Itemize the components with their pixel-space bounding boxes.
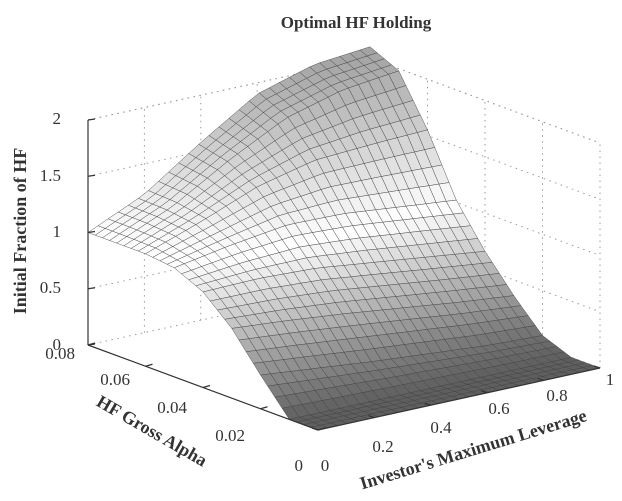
x-tick-label: 0.2 — [372, 437, 393, 456]
z-tick-mark — [87, 174, 96, 177]
x-tick-mark — [537, 377, 544, 381]
z-tick-label: 1 — [53, 222, 62, 241]
z-tick-mark — [87, 230, 96, 234]
x-tick-mark — [311, 427, 319, 431]
surface-mesh — [87, 46, 601, 431]
z-tick-label: 1.5 — [40, 166, 61, 185]
y-tick-label: 0.04 — [157, 398, 187, 417]
z-tick-labels: 0 0.5 1 1.5 2 — [40, 109, 61, 354]
z-tick-label: 2 — [53, 109, 62, 128]
x-tick-label: 0.6 — [488, 399, 509, 418]
z-tick-mark — [87, 287, 96, 290]
x-tick-label: 0 — [321, 456, 330, 475]
x-tick-mark — [368, 415, 375, 419]
z-tick-mark — [87, 118, 96, 121]
y-tick-labels: 0 0.02 0.04 0.06 0.08 — [45, 344, 303, 475]
x-tick-label: 0.8 — [546, 386, 567, 405]
y-tick-label: 0.06 — [100, 370, 130, 389]
chart-title: Optimal HF Holding — [281, 13, 432, 32]
y-tick-mark — [202, 384, 211, 389]
x-tick-mark — [593, 365, 601, 369]
x-axis-line — [317, 367, 601, 431]
y-tick-mark — [317, 427, 326, 431]
z-axis-label: Initial Fraction of HF — [10, 148, 30, 314]
x-tick-labels: 0 0.2 0.4 0.6 0.8 1 — [321, 370, 615, 475]
x-tick-label: 0.4 — [430, 418, 452, 437]
y-axis-label: HF Gross Alpha — [93, 391, 210, 470]
y-tick-label: 0 — [295, 456, 304, 475]
axis-lines — [87, 118, 601, 431]
y-tick-mark — [260, 406, 268, 410]
y-tick-label: 0.02 — [215, 426, 245, 445]
z-tick-label: 0.5 — [40, 278, 61, 297]
x-tick-label: 1 — [606, 370, 615, 389]
y-tick-mark — [145, 363, 153, 367]
x-tick-mark — [481, 390, 488, 394]
y-tick-mark — [87, 342, 96, 346]
y-tick-label: 0.08 — [45, 344, 75, 363]
z-tick-label: 0 — [53, 335, 62, 354]
x-tick-mark — [424, 402, 431, 406]
